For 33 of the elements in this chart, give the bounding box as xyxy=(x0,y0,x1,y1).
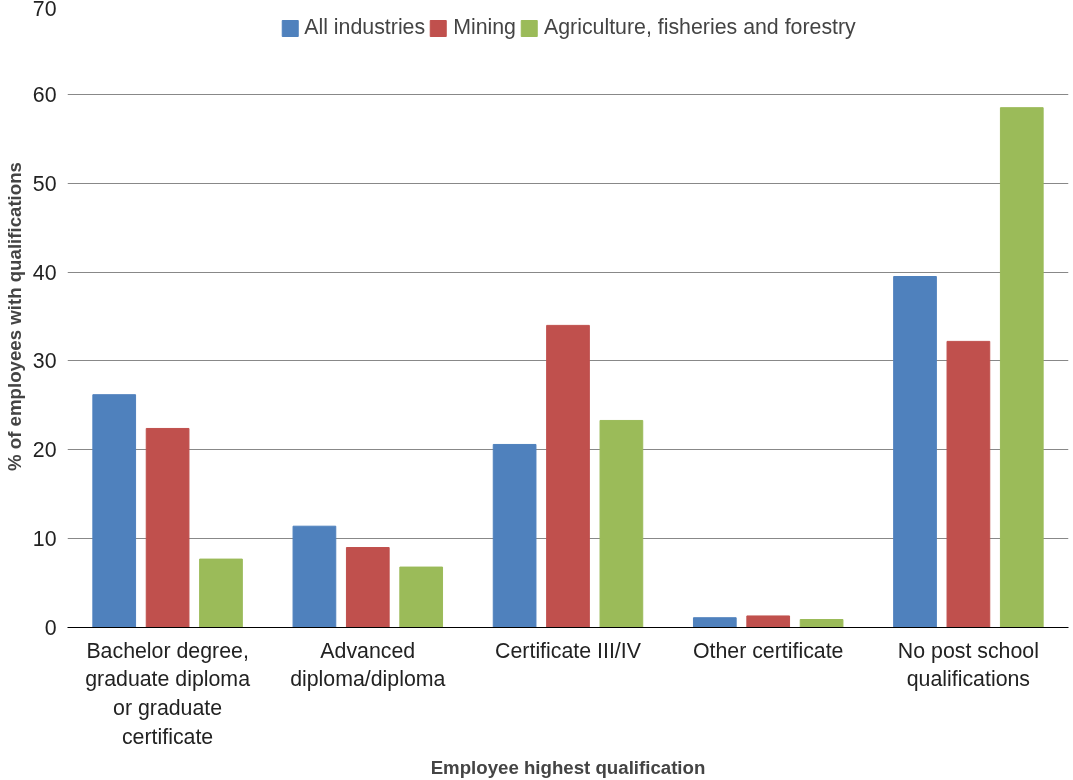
bar xyxy=(799,619,844,628)
x-tick-label: Other certificate xyxy=(692,638,844,663)
bar xyxy=(999,107,1044,628)
bar xyxy=(746,615,791,628)
bar xyxy=(199,558,243,628)
y-axis-title: % of employees with qualifications xyxy=(3,162,25,471)
x-tick-label: Certificate III/IV xyxy=(495,638,642,663)
y-tick-label: 40 xyxy=(32,260,57,285)
y-tick-label: 20 xyxy=(32,438,57,463)
bar xyxy=(492,443,537,628)
bar xyxy=(546,324,590,628)
x-tick-label: Bachelor degree, graduate diploma or graduate certificate xyxy=(85,638,251,749)
y-tick-label: 10 xyxy=(32,527,57,552)
bar xyxy=(692,617,737,628)
bar xyxy=(345,547,390,628)
y-tick-label: 30 xyxy=(32,349,57,374)
y-tick-label: 60 xyxy=(32,82,57,107)
bar xyxy=(292,525,337,628)
x-tick-label: Advanced diploma/diploma xyxy=(290,638,446,692)
y-tick-label: 70 xyxy=(32,0,57,21)
bar xyxy=(893,276,937,628)
y-tick-label: 0 xyxy=(44,616,57,640)
y-tick-label: 50 xyxy=(32,171,57,196)
bar xyxy=(946,340,991,628)
legend-label: Mining xyxy=(453,15,516,40)
bar xyxy=(145,427,190,628)
x-tick-label: No post school qualifications xyxy=(897,638,1039,692)
bar xyxy=(92,394,137,628)
bar xyxy=(399,566,444,628)
legend-label: All industries xyxy=(304,15,426,40)
x-axis-title: Employee highest qualification xyxy=(430,756,706,778)
legend-label: Agriculture, fisheries and forestry xyxy=(544,15,856,40)
bar xyxy=(599,419,644,628)
